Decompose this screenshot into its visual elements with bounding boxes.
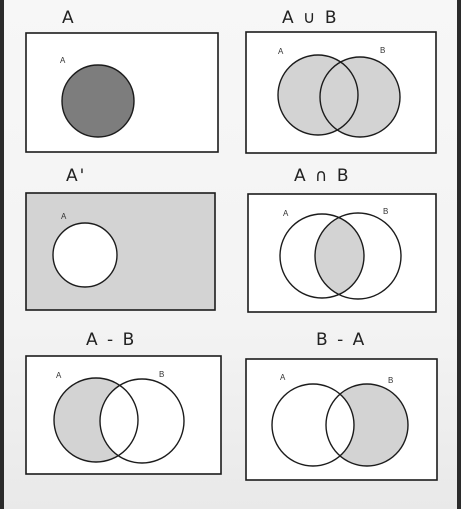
panel-complement: A — [25, 192, 216, 311]
set-a-label: A — [283, 209, 289, 218]
intersection-region-unshaded — [100, 379, 138, 462]
panel-set-a: A — [25, 32, 219, 153]
title-b-minus-a: B - A — [316, 330, 367, 350]
title-union: A ∪ B — [282, 8, 339, 28]
set-a-outline — [277, 54, 359, 136]
title-set-a: A — [62, 8, 76, 28]
intersection-region-shaded — [315, 214, 364, 298]
panel-intersection: A B — [247, 193, 437, 313]
title-intersection: A ∩ B — [294, 166, 351, 186]
set-b-label: B — [380, 46, 385, 55]
title-a-minus-b: A - B — [86, 330, 137, 350]
set-a-circle-unshaded — [52, 222, 118, 288]
set-b-outline — [314, 212, 402, 300]
intersection-region-unshaded — [326, 384, 354, 466]
set-b-outline — [99, 378, 185, 464]
set-a-outline — [271, 383, 355, 467]
set-a-outline — [279, 213, 365, 299]
panel-union: A B — [245, 31, 437, 154]
title-complement: A' — [66, 166, 87, 186]
set-b-label: B — [159, 370, 164, 379]
set-a-circle-shaded — [61, 64, 135, 138]
panel-b-minus-a: A B — [245, 358, 438, 481]
set-a-label: A — [61, 212, 67, 221]
set-a-label: A — [280, 373, 286, 382]
set-b-label: B — [383, 207, 388, 216]
set-a-outline — [53, 377, 139, 463]
set-b-circle-shaded — [320, 57, 400, 137]
set-a-label: A — [278, 47, 284, 56]
set-a-label: A — [56, 371, 62, 380]
set-b-outline — [319, 56, 401, 138]
set-b-label: B — [388, 376, 393, 385]
set-a-label: A — [60, 56, 66, 65]
panel-a-minus-b: A B — [25, 355, 222, 475]
set-b-outline — [325, 383, 409, 467]
